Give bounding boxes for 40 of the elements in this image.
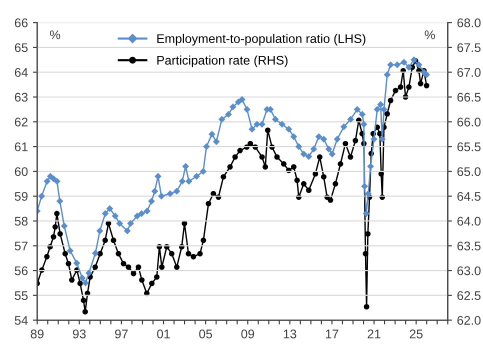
y-axis-title: % <box>50 30 60 40</box>
y2-tick-label: 62.5 <box>457 291 481 300</box>
y2-tick-label: 65.5 <box>457 142 481 152</box>
x-tick-label: 05 <box>199 330 212 338</box>
y-tick-label: 66 <box>14 18 28 28</box>
x-tick-label: 25 <box>410 330 423 338</box>
y-tick-label: 62 <box>14 118 28 126</box>
x-tick-label: 17 <box>326 330 338 338</box>
x-tick-label: 89 <box>30 330 44 338</box>
y-tick-label: 60 <box>14 167 28 176</box>
y2-tick-label: 66.0 <box>457 118 481 126</box>
x-tick-label: 93 <box>72 330 86 338</box>
legend-label: Participation rate (RHS) <box>157 56 288 68</box>
y2-tick-label: 62.0 <box>457 316 481 325</box>
y-tick-label: 55 <box>14 291 28 300</box>
y2-tick-label: 65.0 <box>457 167 481 176</box>
y2-tick-label: 64.0 <box>457 216 481 226</box>
y2-tick-label: 68.0 <box>457 18 481 28</box>
y-tick-label: 58 <box>14 216 28 226</box>
y2-tick-label: 67.0 <box>457 68 481 77</box>
y-tick-label: 54 <box>14 316 28 325</box>
y2-tick-label: 64.5 <box>457 192 481 201</box>
legend-label: Employment-to-population ratio (LHS) <box>157 34 366 46</box>
y2-tick-label: 63.0 <box>457 266 481 276</box>
y2-tick-label: 66.5 <box>457 92 481 102</box>
x-tick-label: 97 <box>115 330 128 338</box>
y-tick-label: 65 <box>14 43 28 52</box>
y-tick-label: 61 <box>14 142 28 152</box>
y-tick-label: 57 <box>14 242 28 250</box>
x-tick-label: 21 <box>368 330 380 338</box>
y2-axis-title: % <box>424 30 435 40</box>
y-tick-label: 64 <box>14 68 28 77</box>
x-tick-label: 13 <box>284 330 296 338</box>
y-tick-label: 59 <box>14 192 28 201</box>
y-tick-label: 56 <box>14 266 28 276</box>
y2-tick-label: 63.5 <box>457 242 481 250</box>
x-tick-label: 09 <box>241 330 254 338</box>
y-tick-label: 63 <box>14 92 28 102</box>
x-tick-label: 01 <box>157 330 170 338</box>
y2-tick-label: 67.5 <box>457 43 481 52</box>
